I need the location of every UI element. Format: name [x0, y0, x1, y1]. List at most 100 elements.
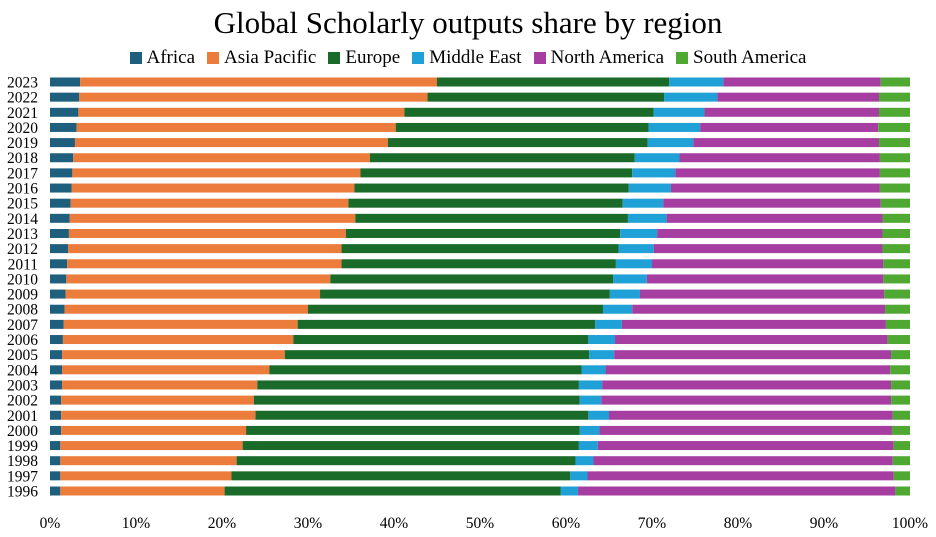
bar-segment-europe-2008 — [308, 304, 603, 314]
bar-segment-middle-east-2012 — [618, 244, 654, 254]
bar-segment-asia-pacific-2001 — [61, 410, 256, 420]
bar-segment-asia-pacific-1998 — [60, 456, 237, 466]
bar-segment-middle-east-2006 — [588, 335, 616, 345]
legend-label: North America — [550, 47, 665, 68]
bar-segment-asia-pacific-2008 — [64, 304, 309, 314]
bar-segment-europe-2006 — [293, 335, 589, 345]
bar-segment-middle-east-2000 — [579, 425, 600, 435]
bar-segment-europe-2003 — [257, 380, 579, 390]
bar-segment-north-america-2008 — [632, 304, 886, 314]
bar-segment-asia-pacific-1997 — [60, 471, 232, 481]
y-tick-label: 1998 — [7, 453, 38, 470]
bar-segment-africa-2000 — [50, 425, 62, 435]
bar-segment-africa-2016 — [50, 183, 72, 193]
y-tick-label: 1996 — [7, 484, 38, 501]
x-tick-label: 40% — [380, 515, 409, 532]
bar-segment-asia-pacific-2000 — [61, 425, 247, 435]
y-tick-label: 2021 — [7, 105, 38, 122]
bar-segment-europe-2004 — [269, 365, 582, 375]
legend-label: Africa — [146, 47, 196, 68]
y-tick-label: 2006 — [7, 332, 38, 349]
bar-segment-middle-east-2002 — [579, 395, 602, 405]
bar-segment-south-america-2023 — [880, 77, 910, 87]
bar-segment-north-america-1996 — [578, 486, 896, 496]
bar-segment-south-america-2005 — [891, 350, 910, 360]
bar-segment-africa-2014 — [50, 213, 70, 223]
bar-segment-north-america-2023 — [723, 77, 881, 87]
bar-segment-north-america-2012 — [653, 244, 883, 254]
bar-segment-north-america-2004 — [605, 365, 891, 375]
bar-segment-africa-2022 — [50, 92, 80, 102]
bar-segment-south-america-2021 — [879, 107, 910, 117]
bar-segment-africa-2011 — [50, 259, 68, 269]
bar-segment-europe-2018 — [369, 153, 635, 163]
bar-segment-north-america-2016 — [670, 183, 880, 193]
bar-segment-south-america-2016 — [879, 183, 910, 193]
bar-segment-asia-pacific-1996 — [60, 486, 225, 496]
bar-segment-middle-east-2008 — [602, 304, 633, 314]
bar-segment-asia-pacific-2017 — [72, 168, 361, 178]
bar-segment-middle-east-2022 — [664, 92, 718, 102]
bar-segment-africa-2010 — [50, 274, 67, 284]
bar-segment-south-america-2006 — [887, 335, 910, 345]
bar-segment-middle-east-2020 — [648, 122, 701, 132]
bar-segment-middle-east-2018 — [634, 153, 680, 163]
bar-segment-middle-east-2021 — [653, 107, 705, 117]
bar-segment-europe-2011 — [341, 259, 616, 269]
bar-segment-africa-2009 — [50, 289, 66, 299]
bar-segment-asia-pacific-2002 — [61, 395, 254, 405]
legend-swatch — [533, 52, 546, 64]
bar-segment-north-america-2010 — [646, 274, 884, 284]
bar-segment-asia-pacific-2015 — [70, 198, 349, 208]
bar-segment-south-america-2008 — [885, 304, 910, 314]
chart-title: Global Scholarly outputs share by region — [213, 5, 723, 40]
bar-segment-north-america-2006 — [615, 335, 888, 345]
bar-segment-north-america-2015 — [663, 198, 881, 208]
bar-segment-europe-1996 — [224, 486, 561, 496]
bar-segment-north-america-2020 — [700, 122, 879, 132]
bar-segment-africa-1997 — [50, 471, 61, 481]
x-tick-label: 10% — [122, 515, 151, 532]
bar-segment-africa-2004 — [50, 365, 63, 375]
bar-segment-middle-east-2003 — [578, 380, 603, 390]
bar-segment-africa-2001 — [50, 410, 62, 420]
y-tick-label: 2017 — [7, 165, 38, 182]
bar-segment-north-america-2018 — [679, 153, 880, 163]
bar-segment-north-america-2022 — [717, 92, 880, 102]
legend-item: Africa — [129, 46, 196, 70]
bar-segment-africa-2021 — [50, 107, 79, 117]
bar-segment-south-america-2022 — [879, 92, 910, 102]
legend-item: Middle East — [412, 46, 522, 70]
y-tick-label: 2003 — [7, 377, 38, 394]
bar-segment-asia-pacific-2018 — [73, 153, 370, 163]
bar-segment-middle-east-2011 — [615, 259, 652, 269]
bar-segment-south-america-2007 — [885, 319, 910, 329]
bar-segment-africa-2012 — [50, 244, 69, 254]
bar-segment-asia-pacific-2022 — [79, 92, 428, 102]
bar-segment-africa-2003 — [50, 380, 63, 390]
bar-segment-middle-east-2019 — [647, 138, 694, 148]
legend-swatch — [129, 52, 142, 64]
bar-segment-south-america-2004 — [890, 365, 910, 375]
bar-segment-south-america-2018 — [879, 153, 910, 163]
x-tick-label: 60% — [552, 515, 581, 532]
bar-segment-middle-east-1998 — [575, 456, 594, 466]
bar-segment-south-america-2010 — [883, 274, 910, 284]
bar-segment-middle-east-2023 — [669, 77, 724, 87]
bar-segment-south-america-2019 — [879, 138, 910, 148]
bar-segment-europe-2019 — [387, 138, 648, 148]
bar-segment-asia-pacific-2013 — [68, 228, 346, 238]
bar-segment-north-america-2014 — [666, 213, 883, 223]
x-tick-label: 0% — [40, 515, 61, 532]
legend-item: South America — [676, 46, 806, 70]
x-tick-label: 70% — [638, 515, 667, 532]
bar-segment-north-america-1999 — [597, 441, 894, 451]
bar-segment-middle-east-2009 — [609, 289, 640, 299]
y-tick-label: 1999 — [7, 438, 38, 455]
y-tick-label: 2022 — [7, 90, 38, 107]
bar-segment-europe-2012 — [341, 244, 619, 254]
bar-segment-south-america-2000 — [891, 425, 910, 435]
x-tick-label: 50% — [466, 515, 495, 532]
bar-segment-middle-east-2015 — [622, 198, 664, 208]
bar-segment-south-america-2011 — [883, 259, 910, 269]
